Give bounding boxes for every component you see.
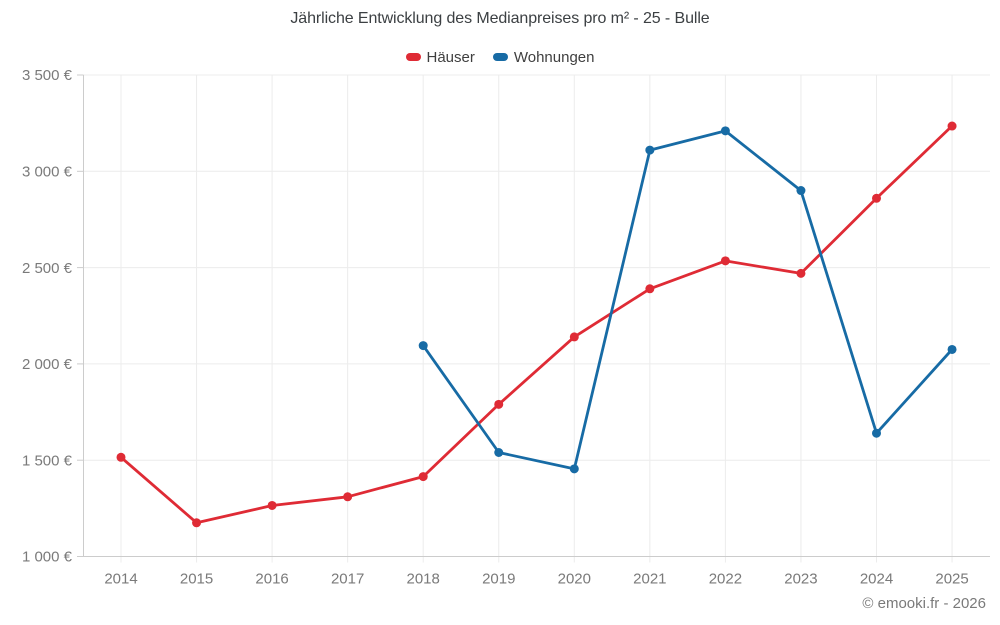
xtick-label-2016: 2016 [255,571,288,588]
xtick-label-2018: 2018 [407,571,440,588]
series-haeuser-point-2014[interactable] [116,452,126,462]
series-wohnungen-point-2023[interactable] [796,186,806,196]
series-haeuser-point-2021[interactable] [645,284,655,294]
xtick-label-2023: 2023 [784,571,817,588]
series-wohnungen-point-2020[interactable] [569,464,579,474]
series-wohnungen-point-2019[interactable] [494,447,504,457]
series-haeuser-point-2015[interactable] [192,518,202,528]
xtick-label-2024: 2024 [860,571,893,588]
chart-legend: Häuser Wohnungen [0,47,1000,67]
xtick-label-2022: 2022 [709,571,742,588]
series-wohnungen-line [421,129,954,471]
xtick-label-2014: 2014 [104,571,137,588]
series-haeuser-point-2022[interactable] [720,256,730,266]
ytick-label-3500: 3 500 € [22,67,73,84]
ytick-label-3000: 3 000 € [22,164,73,181]
series-haeuser-point-2023[interactable] [796,268,806,278]
series-haeuser-point-2020[interactable] [569,332,579,342]
copyright-watermark: © emooki.fr - 2026 [862,595,986,612]
ytick-label-2500: 2 500 € [22,260,73,277]
series-haeuser-point-2017[interactable] [343,492,353,502]
series-haeuser-point-2019[interactable] [494,399,504,409]
series-wohnungen-point-2024[interactable] [872,428,881,438]
ytick-label-1000: 1 000 € [22,549,73,566]
legend-label-wohnungen: Wohnungen [513,48,595,66]
ytick-label-2000: 2 000 € [22,356,73,373]
series-haeuser-point-2024[interactable] [872,193,881,203]
legend-swatch-haeuser [405,53,421,61]
ytick-label-1500: 1 500 € [22,452,73,469]
legend-item-wohnungen[interactable]: Wohnungen [492,48,595,66]
series-wohnungen-point-2025[interactable] [947,344,957,354]
series-haeuser-point-2025[interactable] [947,121,957,131]
xtick-label-2025: 2025 [935,571,968,588]
series-haeuser-line [119,124,954,525]
series-wohnungen-point-2022[interactable] [720,126,730,136]
series-wohnungen-point-2018[interactable] [418,341,428,351]
series-haeuser-point-2016[interactable] [267,500,277,510]
xtick-label-2019: 2019 [482,571,515,588]
xtick-label-2021: 2021 [633,571,666,588]
legend-label-haeuser: Häuser [426,48,475,66]
legend-swatch-wohnungen [492,53,508,61]
chart-title: Jährliche Entwicklung des Medianpreises … [290,10,710,27]
series-haeuser-point-2018[interactable] [418,472,428,482]
series-wohnungen-point-2021[interactable] [645,145,655,155]
xtick-label-2015: 2015 [180,571,213,588]
xtick-label-2020: 2020 [558,571,591,588]
legend-item-haeuser[interactable]: Häuser [405,48,475,66]
xtick-label-2017: 2017 [331,571,364,588]
